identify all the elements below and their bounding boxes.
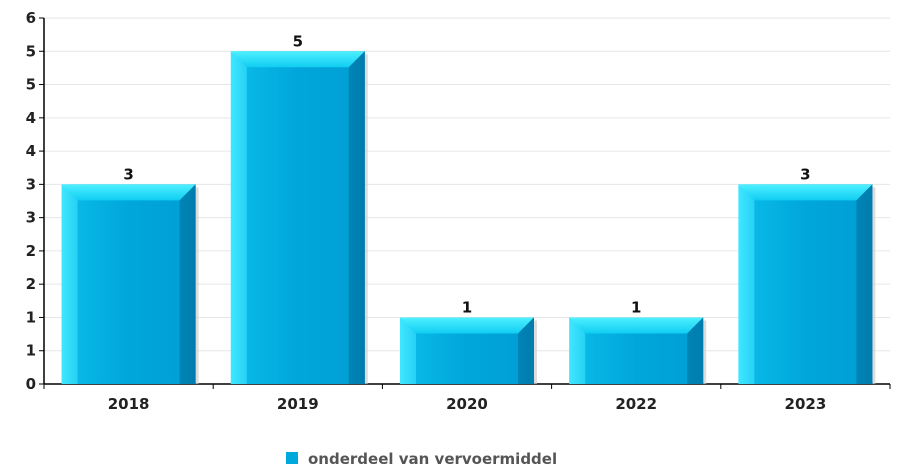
bar-right-bevel: [179, 184, 196, 384]
bar-top-bevel: [569, 317, 704, 334]
x-tick-label: 2018: [108, 395, 150, 413]
bar: [61, 184, 199, 384]
bar: [569, 317, 707, 384]
y-tick-label: 3: [26, 209, 36, 227]
bar-body: [61, 184, 196, 384]
bar-left-bevel: [569, 317, 586, 384]
bar: [738, 184, 876, 384]
bar-left-bevel: [738, 184, 755, 384]
bar-right-bevel: [348, 51, 365, 384]
y-tick-label: 5: [26, 76, 36, 94]
bar-body: [738, 184, 873, 384]
y-tick-label: 2: [26, 242, 36, 260]
data-label: 5: [293, 32, 303, 50]
bar-body: [230, 51, 365, 384]
y-tick-label: 2: [26, 275, 36, 293]
bar: [400, 317, 537, 384]
x-tick-label: 2019: [277, 395, 319, 413]
data-label: 1: [462, 298, 472, 316]
x-tick-label: 2023: [785, 395, 827, 413]
data-label: 3: [800, 165, 810, 183]
bar-left-bevel: [230, 51, 247, 384]
legend-label: onderdeel van vervoermiddel: [308, 450, 557, 468]
bar-top-bevel: [230, 51, 365, 68]
bars: [61, 51, 876, 384]
y-tick-label: 4: [26, 142, 36, 160]
y-tick-label: 6: [26, 9, 36, 27]
y-tick-label: 3: [26, 175, 36, 193]
bar-left-bevel: [61, 184, 78, 384]
y-tick-label: 4: [26, 109, 36, 127]
bar-right-bevel: [856, 184, 873, 384]
bar-right-bevel: [687, 317, 704, 384]
x-tick-label: 2020: [446, 395, 488, 413]
y-tick-label: 1: [26, 308, 36, 326]
legend: onderdeel van vervoermiddel: [286, 450, 557, 468]
labels: 2018 3 2019 5 2020 1 2022 1 2023 3: [108, 32, 827, 413]
y-tick-label: 5: [26, 42, 36, 60]
bar: [230, 51, 368, 384]
bar-top-bevel: [400, 317, 534, 334]
data-label: 1: [631, 298, 641, 316]
y-tick-label: 1: [26, 342, 36, 360]
data-label: 3: [123, 165, 133, 183]
bar-left-bevel: [400, 317, 416, 384]
bar-top-bevel: [738, 184, 873, 201]
legend-swatch: [286, 452, 298, 464]
y-tick-label: 0: [26, 375, 36, 393]
bar-top-bevel: [61, 184, 196, 201]
x-tick-label: 2022: [615, 395, 657, 413]
bar-right-bevel: [518, 317, 534, 384]
